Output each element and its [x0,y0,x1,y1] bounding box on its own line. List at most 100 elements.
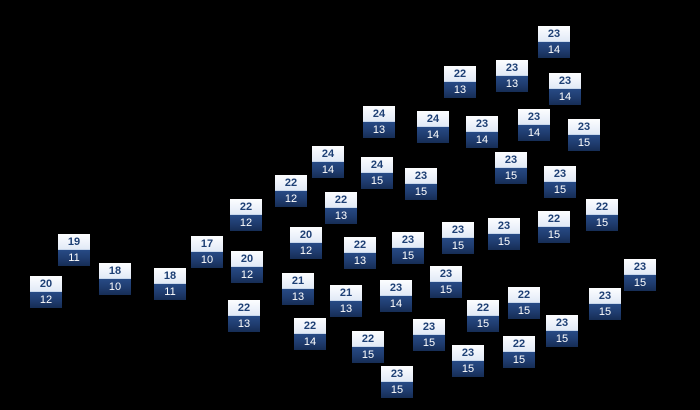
scatter-tile[interactable]: 24 14 [417,111,449,143]
scatter-tile-bottom-value: 11 [58,250,90,266]
scatter-tile[interactable]: 22 12 [275,175,307,207]
scatter-tile-bottom-value: 15 [503,352,535,368]
scatter-tile[interactable]: 22 15 [467,300,499,332]
scatter-tile[interactable]: 23 14 [380,280,412,312]
scatter-tile[interactable]: 22 15 [352,331,384,363]
scatter-tile[interactable]: 23 15 [392,232,424,264]
scatter-tile-top-value: 22 [230,199,262,215]
scatter-tile-top-value: 23 [544,166,576,182]
scatter-tile[interactable]: 23 14 [538,26,570,58]
scatter-tile[interactable]: 22 15 [538,211,570,243]
scatter-tile-bottom-value: 14 [417,127,449,143]
scatter-tile-top-value: 21 [282,273,314,289]
scatter-tile-bottom-value: 15 [413,335,445,351]
scatter-tile-bottom-value: 15 [624,275,656,291]
scatter-tile-top-value: 23 [546,315,578,331]
scatter-tile-top-value: 23 [495,152,527,168]
scatter-tile-top-value: 23 [413,319,445,335]
scatter-tile[interactable]: 24 14 [312,146,344,178]
scatter-tile[interactable]: 23 15 [546,315,578,347]
scatter-tile[interactable]: 22 15 [508,287,540,319]
scatter-tile[interactable]: 23 14 [549,73,581,105]
scatter-tile-top-value: 24 [417,111,449,127]
scatter-tile-bottom-value: 13 [228,316,260,332]
scatter-tile-bottom-value: 12 [231,267,263,283]
scatter-tile[interactable]: 22 15 [503,336,535,368]
scatter-tile[interactable]: 22 13 [228,300,260,332]
scatter-tile[interactable]: 22 14 [294,318,326,350]
scatter-tile-top-value: 23 [442,222,474,238]
scatter-tile[interactable]: 24 13 [363,106,395,138]
scatter-tile-bottom-value: 15 [589,304,621,320]
scatter-tile-bottom-value: 13 [325,208,357,224]
scatter-tile-bottom-value: 11 [154,284,186,300]
scatter-tile[interactable]: 19 11 [58,234,90,266]
scatter-tile[interactable]: 23 13 [496,60,528,92]
scatter-tile[interactable]: 22 15 [586,199,618,231]
scatter-tile-top-value: 22 [538,211,570,227]
scatter-tile-top-value: 22 [294,318,326,334]
scatter-tile[interactable]: 23 15 [442,222,474,254]
scatter-tile-bottom-value: 15 [352,347,384,363]
scatter-tile[interactable]: 18 11 [154,268,186,300]
scatter-tile-bottom-value: 12 [30,292,62,308]
scatter-tile-top-value: 23 [518,109,550,125]
scatter-tile[interactable]: 17 10 [191,236,223,268]
scatter-tile[interactable]: 23 15 [495,152,527,184]
scatter-tile[interactable]: 22 13 [444,66,476,98]
scatter-tile[interactable]: 20 12 [30,276,62,308]
scatter-tile[interactable]: 24 15 [361,157,393,189]
scatter-tile-bottom-value: 15 [361,173,393,189]
scatter-tile-top-value: 21 [330,285,362,301]
scatter-tile-bottom-value: 14 [312,162,344,178]
scatter-tile[interactable]: 21 13 [330,285,362,317]
scatter-tile-top-value: 23 [381,366,413,382]
scatter-tile[interactable]: 23 15 [488,218,520,250]
scatter-tile-bottom-value: 14 [518,125,550,141]
scatter-tile-top-value: 22 [508,287,540,303]
scatter-tile-top-value: 23 [466,116,498,132]
scatter-tile-top-value: 24 [363,106,395,122]
scatter-tile-bottom-value: 15 [392,248,424,264]
scatter-tile-top-value: 23 [549,73,581,89]
scatter-tile-top-value: 22 [503,336,535,352]
scatter-tile[interactable]: 23 15 [381,366,413,398]
scatter-tile-top-value: 23 [380,280,412,296]
scatter-tile[interactable]: 23 15 [413,319,445,351]
scatter-tile[interactable]: 22 13 [325,192,357,224]
scatter-tile-bottom-value: 15 [381,382,413,398]
scatter-tile-bottom-value: 15 [568,135,600,151]
scatter-tile-bottom-value: 14 [294,334,326,350]
scatter-tile[interactable]: 18 10 [99,263,131,295]
scatter-tile-top-value: 20 [30,276,62,292]
scatter-tile[interactable]: 23 15 [589,288,621,320]
scatter-tile-top-value: 24 [361,157,393,173]
scatter-tile-top-value: 22 [275,175,307,191]
scatter-tile-top-value: 22 [586,199,618,215]
scatter-tile[interactable]: 23 15 [430,266,462,298]
scatter-tile-top-value: 23 [488,218,520,234]
scatter-tile[interactable]: 23 15 [452,345,484,377]
scatter-tile-top-value: 23 [405,168,437,184]
scatter-tile[interactable]: 20 12 [290,227,322,259]
scatter-tile[interactable]: 23 15 [568,119,600,151]
scatter-tile-top-value: 20 [231,251,263,267]
scatter-tile[interactable]: 23 15 [544,166,576,198]
scatter-tile-bottom-value: 13 [444,82,476,98]
scatter-tile-bottom-value: 10 [191,252,223,268]
scatter-tile[interactable]: 23 14 [518,109,550,141]
scatter-tile[interactable]: 22 12 [230,199,262,231]
scatter-tile-top-value: 23 [568,119,600,135]
scatter-tile[interactable]: 23 15 [405,168,437,200]
scatter-tile-top-value: 18 [99,263,131,279]
scatter-tile[interactable]: 20 12 [231,251,263,283]
scatter-tile-top-value: 23 [430,266,462,282]
scatter-tile[interactable]: 23 14 [466,116,498,148]
scatter-tile-top-value: 24 [312,146,344,162]
scatter-tile-bottom-value: 15 [442,238,474,254]
scatter-tile[interactable]: 21 13 [282,273,314,305]
scatter-tile-top-value: 23 [624,259,656,275]
scatter-tile[interactable]: 23 15 [624,259,656,291]
scatter-tile-bottom-value: 15 [546,331,578,347]
scatter-tile[interactable]: 22 13 [344,237,376,269]
